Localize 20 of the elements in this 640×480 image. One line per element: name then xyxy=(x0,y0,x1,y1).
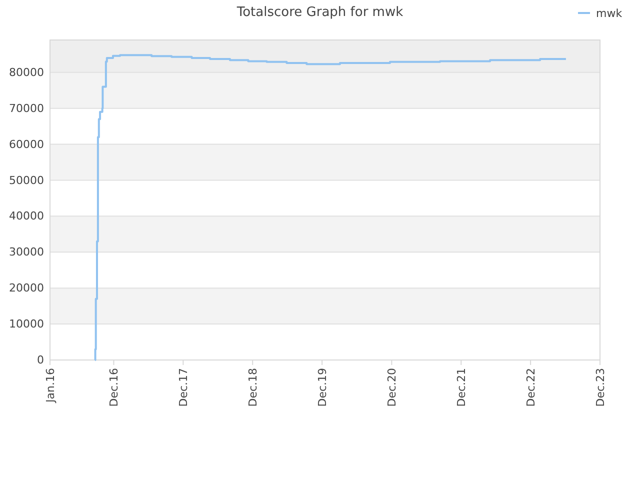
x-tick-label: Dec.17 xyxy=(177,368,190,407)
x-tick-label: Dec.18 xyxy=(246,368,260,407)
x-tick-label: Jan.16 xyxy=(44,368,57,404)
x-tick-label: Dec.23 xyxy=(594,368,607,407)
legend-label: mwk xyxy=(596,7,623,20)
y-tick-label: 10000 xyxy=(9,318,44,331)
chart-title: Totalscore Graph for mwk xyxy=(236,5,404,20)
x-tick-label: Dec.21 xyxy=(454,368,468,407)
y-tick-label: 60000 xyxy=(9,138,44,151)
x-tick-label: Dec.20 xyxy=(386,368,399,407)
x-tick-label: Dec.16 xyxy=(108,368,121,407)
y-tick-label: 0 xyxy=(37,354,44,367)
y-tick-label: 30000 xyxy=(9,246,44,259)
y-tick-label: 20000 xyxy=(9,282,44,295)
y-tick-label: 50000 xyxy=(9,174,44,187)
y-tick-label: 80000 xyxy=(9,66,44,79)
y-tick-label: 70000 xyxy=(9,102,44,115)
x-tick-label: Dec.19 xyxy=(316,368,329,407)
y-tick-label: 40000 xyxy=(9,210,44,223)
x-tick-label: Dec.22 xyxy=(524,368,538,407)
